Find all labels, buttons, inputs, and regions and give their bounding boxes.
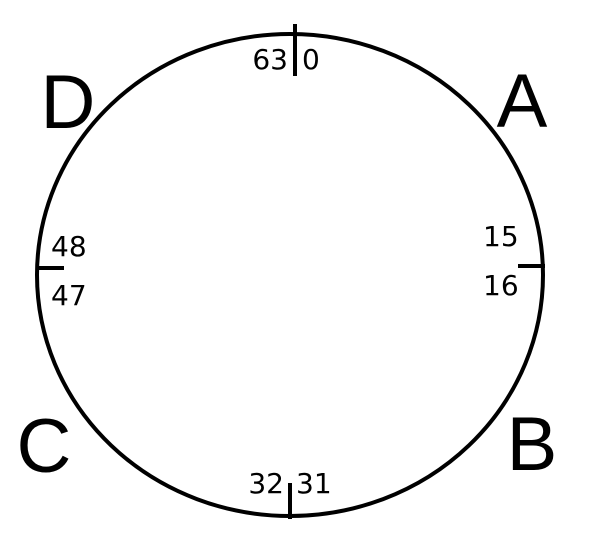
label-bottom-right: 31 bbox=[296, 467, 332, 500]
quadrant-label-d: D bbox=[41, 60, 96, 145]
ring-circle bbox=[35, 32, 545, 518]
label-top-right: 0 bbox=[302, 43, 320, 76]
label-right-below: 16 bbox=[483, 269, 519, 302]
label-left-above: 48 bbox=[51, 230, 87, 263]
label-left-below: 47 bbox=[51, 279, 87, 312]
label-bottom-left: 32 bbox=[248, 467, 284, 500]
label-top-left: 63 bbox=[252, 43, 288, 76]
label-right-above: 15 bbox=[483, 220, 519, 253]
quadrant-label-b: B bbox=[507, 402, 558, 487]
quadrant-label-a: A bbox=[497, 59, 548, 144]
quadrant-label-c: C bbox=[17, 404, 72, 489]
